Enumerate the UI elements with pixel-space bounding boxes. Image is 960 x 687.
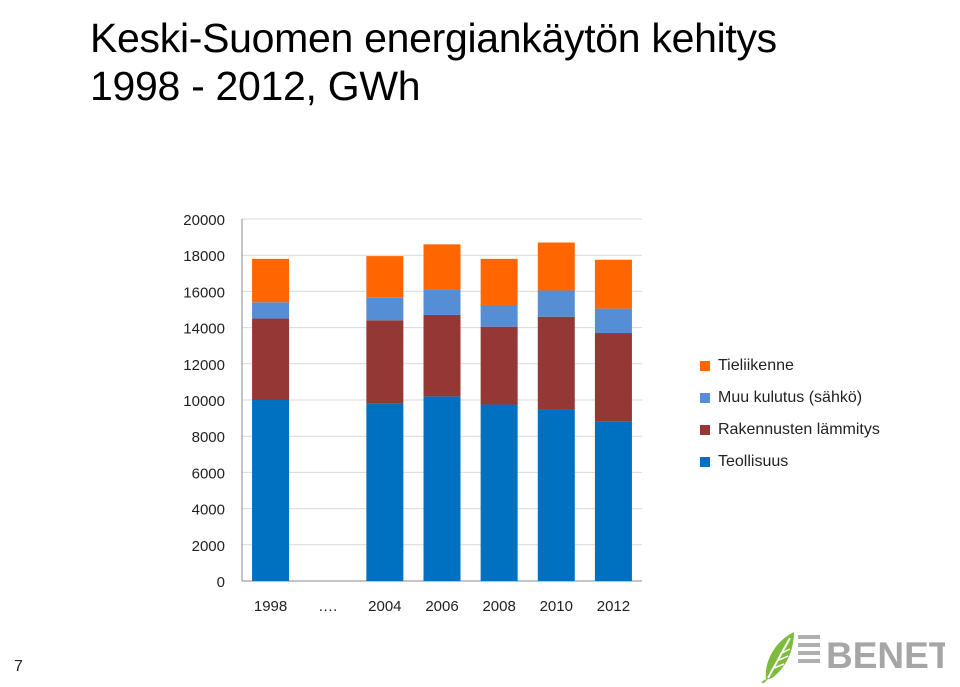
y-tick-label: 18000 — [183, 248, 225, 265]
legend-label-teollisuus: Teollisuus — [718, 453, 789, 470]
bar-rakennusten — [537, 316, 575, 410]
x-tick-label: 2004 — [368, 598, 401, 615]
bar-rakennusten — [480, 326, 518, 405]
bar-teollisuus — [537, 409, 575, 581]
bar-muu-kulutus — [537, 290, 575, 317]
y-tick-label: 6000 — [192, 465, 225, 482]
y-tick-label: 16000 — [183, 284, 225, 301]
y-tick-label: 0 — [217, 574, 225, 591]
bar-tieliikenne — [480, 258, 518, 305]
y-tick-label: 14000 — [183, 321, 225, 338]
logo-text: BENET — [826, 635, 945, 676]
bar-tieliikenne — [423, 244, 461, 290]
logo-stripes — [798, 635, 820, 663]
legend-label-tieliikenne: Tieliikenne — [718, 357, 794, 374]
leaf-icon — [761, 632, 794, 683]
bar-muu-kulutus — [252, 302, 290, 319]
bar-muu-kulutus — [480, 304, 518, 327]
x-tick-label: 2012 — [597, 598, 630, 615]
bar-teollisuus — [594, 421, 632, 581]
bar-rakennusten — [423, 314, 461, 397]
legend-swatch-teollisuus — [700, 457, 710, 467]
chart-legend: Tieliikenne Muu kulutus (sähkö) Rakennus… — [700, 350, 880, 478]
y-tick-label: 8000 — [192, 429, 225, 446]
legend-swatch-rakennusten — [700, 425, 710, 435]
bar-tieliikenne — [594, 259, 632, 309]
bar-muu-kulutus — [423, 289, 461, 315]
bar-rakennusten — [366, 320, 404, 404]
bar-muu-kulutus — [594, 308, 632, 334]
y-tick-label: 12000 — [183, 357, 225, 374]
legend-item-rakennusten: Rakennusten lämmitys — [700, 414, 880, 446]
x-tick-label: 2008 — [482, 598, 515, 615]
x-tick-label: 2006 — [425, 598, 458, 615]
bar-tieliikenne — [366, 256, 404, 298]
legend-item-muu-kulutus: Muu kulutus (sähkö) — [700, 382, 880, 414]
slide-number: 7 — [14, 658, 23, 675]
y-tick-label: 2000 — [192, 538, 225, 555]
legend-swatch-tieliikenne — [700, 361, 710, 371]
bar-teollisuus — [423, 396, 461, 581]
x-tick-label: …. — [318, 598, 337, 615]
y-tick-label: 20000 — [183, 212, 225, 229]
bar-teollisuus — [480, 404, 518, 581]
x-tick-label: 1998 — [254, 598, 287, 615]
legend-label-muu-kulutus: Muu kulutus (sähkö) — [718, 389, 863, 406]
bar-teollisuus — [366, 403, 404, 581]
y-tick-label: 4000 — [192, 502, 225, 519]
legend-label-rakennusten: Rakennusten lämmitys — [718, 421, 880, 438]
title-line-2: 1998 - 2012, GWh — [90, 63, 421, 109]
bar-muu-kulutus — [366, 297, 404, 321]
bar-teollisuus — [252, 400, 290, 581]
legend-item-tieliikenne: Tieliikenne — [700, 350, 880, 382]
legend-item-teollisuus: Teollisuus — [700, 446, 880, 478]
bar-rakennusten — [252, 318, 290, 400]
x-tick-label: 2010 — [540, 598, 573, 615]
y-tick-label: 10000 — [183, 393, 225, 410]
bar-tieliikenne — [537, 242, 575, 291]
benet-logo: BENET — [761, 632, 945, 683]
title-line-1: Keski-Suomen energiankäytön kehitys — [90, 15, 777, 61]
page-title: Keski-Suomen energiankäytön kehitys 1998… — [90, 14, 910, 110]
bar-rakennusten — [594, 333, 632, 422]
bar-tieliikenne — [252, 258, 290, 303]
legend-swatch-muu-kulutus — [700, 393, 710, 403]
